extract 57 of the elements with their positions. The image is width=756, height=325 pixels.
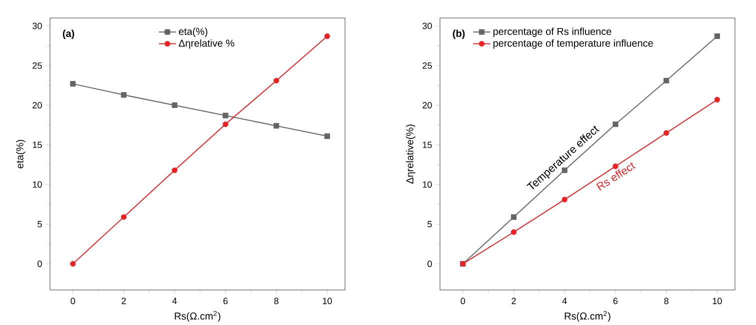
x-tick-label: 10 [322,298,332,304]
point [664,130,670,136]
legend-label: eta(%) [178,28,208,37]
y-tick-label: 0 [428,260,432,268]
point [120,92,127,98]
legend-label: percentage of Rs influence [493,28,612,37]
y-tick-label: 10 [422,181,432,188]
legend-label: percentage of temperature influence [493,39,653,49]
y-tick-label: 10 [32,181,42,188]
point [120,214,127,220]
x-axis-title: Rs(Ω.cm$^{2}$) [174,311,220,322]
point [664,78,670,84]
y-tick-label: 30 [422,22,432,30]
y-tick-label: 5 [428,221,432,228]
y-tick-label: 15 [422,142,432,148]
point [714,33,720,40]
legend-label: Δηrelative % [178,39,234,49]
y-axis-title: Δηrelative(%) [406,124,416,184]
point [274,78,280,84]
y-tick-label: 20 [422,102,432,108]
point [222,121,228,128]
point [70,81,76,87]
point [714,96,720,102]
x-tick-label: 6 [613,298,618,304]
text: (b) [452,30,465,40]
annotation: Rs effect [596,162,636,191]
y-tick-label: 25 [32,62,42,69]
y-tick-label: 25 [422,62,432,69]
x-tick-label: 2 [512,298,516,304]
y-tick-label: 0 [38,260,42,268]
y-tick-label: 20 [32,102,42,108]
point [70,261,76,267]
y-tick-label: 15 [32,142,42,148]
point [172,167,178,174]
point [510,214,517,220]
point [324,133,330,139]
y-tick-label: 30 [32,22,42,30]
text: (a) [62,30,74,40]
point [222,112,228,118]
y-tick-label: 5 [38,221,42,228]
point [562,196,568,202]
y-axis-title: eta(%) [16,140,26,168]
x-tick-label: 2 [122,298,126,304]
x-tick-label: 0 [460,298,466,304]
x-tick-label: 10 [712,298,722,304]
x-tick-label: 8 [664,298,668,304]
x-tick-label: 6 [223,298,228,304]
point [274,123,280,129]
point [510,229,517,235]
x-axis-title: Rs(Ω.cm$^{2}$) [564,311,610,322]
x-tick-label: 4 [172,298,177,304]
x-tick-label: 0 [70,298,76,304]
point [324,33,330,40]
point [172,102,178,108]
x-tick-label: 4 [562,298,567,304]
point [612,121,618,128]
x-tick-label: 8 [274,298,278,304]
